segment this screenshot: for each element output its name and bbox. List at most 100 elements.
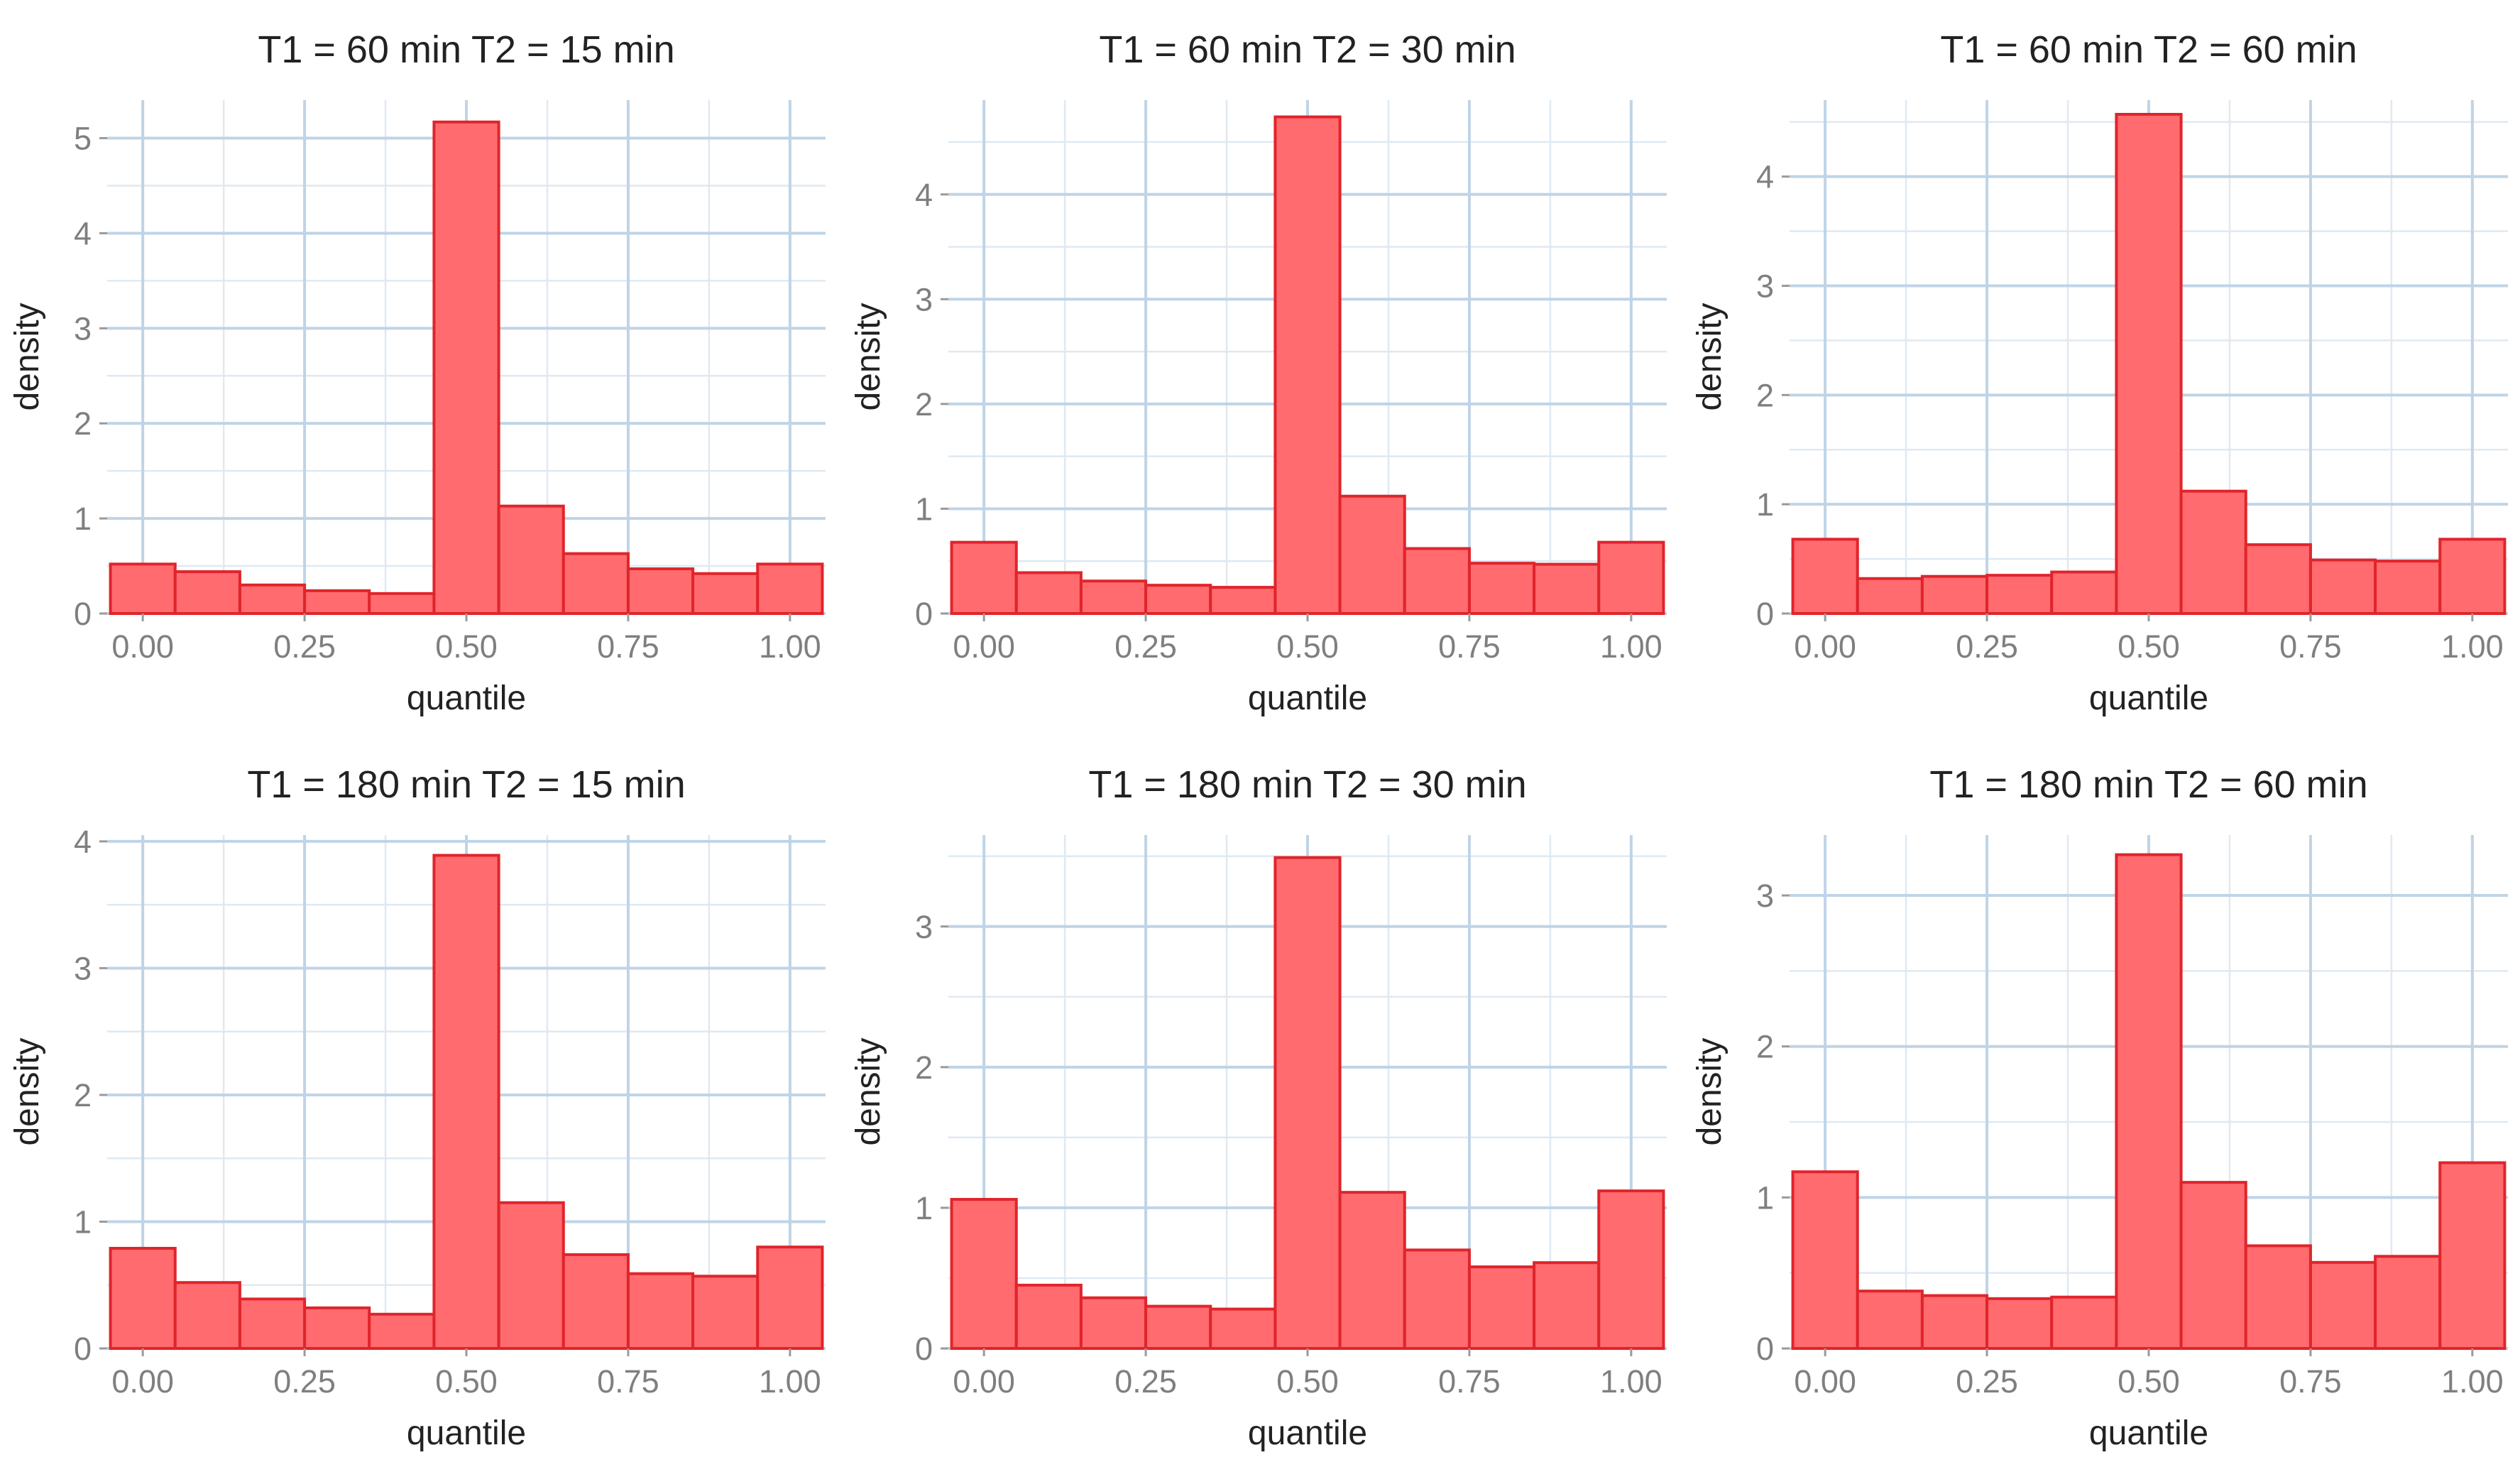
y-tick-label: 3 [915,909,933,945]
x-tick-label: 0.75 [2279,628,2342,665]
x-axis-title: quantile [2089,680,2208,717]
y-tick-label: 0 [1756,596,1774,632]
x-tick-label: 0.75 [597,1363,659,1400]
histogram-bar [2179,1181,2247,1351]
x-tick-label: 0.75 [1438,628,1501,665]
y-tick-label: 0 [1756,1331,1774,1367]
y-tick-label: 0 [74,596,92,632]
histogram-bar [368,591,436,616]
histogram-bar [2374,1255,2442,1350]
histogram-bar [2308,1260,2377,1350]
y-tick-label: 2 [915,1050,933,1086]
histogram-bar [2244,1244,2312,1351]
y-tick-label: 2 [915,386,933,422]
panel-title: T1 = 180 min T2 = 60 min [1929,763,2367,806]
x-tick-label: 1.00 [1600,1363,1662,1400]
histogram-bar [497,504,565,616]
histogram-bar [2244,543,2312,615]
y-axis-title: density [9,1037,46,1145]
x-tick-label: 1.00 [1600,628,1662,665]
y-tick-label: 1 [915,1190,933,1226]
x-tick-label: 0.25 [1114,628,1177,665]
x-tick-label: 0.75 [597,628,659,665]
histogram-bar [1273,115,1342,616]
y-tick-label: 4 [1756,159,1774,195]
x-tick-label: 0.25 [1956,628,2018,665]
x-tick-label: 0.50 [2118,1363,2180,1400]
y-tick-label: 4 [74,824,92,860]
y-axis-title: density [9,302,46,410]
histogram-bar [2115,853,2183,1351]
histogram-bar [2438,1161,2507,1350]
histogram-bar [1597,1189,1665,1350]
x-tick-label: 1.00 [2441,628,2504,665]
histogram-bar [1856,1290,1924,1350]
x-tick-label: 0.25 [1114,1363,1177,1400]
histogram-bar [1338,1191,1406,1351]
histogram-bar [1144,584,1212,616]
histogram-bar [626,567,695,615]
histogram-panel: 0.00 0.25 0.50 0.75 1.00 0 1 2 3 4 T1 = 60 min T2 … [850,28,1667,717]
y-tick-label: 3 [74,310,92,347]
x-tick-label: 0.25 [273,1363,336,1400]
x-tick-label: 1.00 [759,628,821,665]
histogram-bar [1791,538,1859,616]
histogram-panel: 0.00 0.25 0.50 0.75 1.00 0 1 2 3 4 5 T1 = 60 min T2… [9,28,826,717]
y-tick-label: 3 [1756,878,1774,914]
y-tick-label: 5 [74,121,92,157]
x-tick-label: 1.00 [2441,1363,2504,1400]
y-tick-label: 1 [915,491,933,527]
y-axis-title: density [1691,1037,1729,1145]
y-axis-title: density [850,302,887,410]
histogram-bar [1209,1307,1277,1350]
y-tick-label: 0 [915,596,933,632]
y-tick-label: 1 [74,501,92,537]
histogram-bar [1856,577,1924,616]
histogram-bar [561,552,630,616]
x-tick-label: 0.25 [273,628,336,665]
x-tick-label: 0.50 [2118,628,2180,665]
x-axis-title: quantile [407,680,526,717]
x-tick-label: 0.25 [1956,1363,2018,1400]
y-tick-label: 3 [74,950,92,986]
y-tick-label: 2 [1756,1029,1774,1065]
histogram-bar [1533,1261,1601,1351]
x-axis-title: quantile [2089,1414,2208,1452]
histogram-bar [1597,540,1665,615]
histogram-bar [1791,1170,1859,1350]
histogram-bar [1338,494,1406,615]
histogram-bar [756,562,824,616]
y-tick-label: 1 [1756,486,1774,523]
histogram-bar [109,1246,177,1350]
y-tick-label: 4 [74,215,92,251]
y-tick-label: 4 [915,177,933,213]
x-tick-label: 0.50 [1276,628,1339,665]
histogram-bar [2115,112,2183,616]
histogram-bar [1920,1294,1989,1350]
histogram-bar [1985,1297,2054,1350]
histogram-bar [1079,579,1148,615]
histogram-bar [1079,1296,1148,1351]
panel-title: T1 = 60 min T2 = 30 min [1099,28,1516,71]
histogram-bar [2179,489,2247,615]
histogram-bar [497,1201,565,1351]
histogram-bar [950,1198,1018,1350]
x-tick-label: 1.00 [759,1363,821,1400]
y-tick-label: 2 [74,405,92,442]
x-axis-title: quantile [1248,1414,1367,1452]
x-tick-label: 0.75 [1438,1363,1501,1400]
histogram-bar [2438,538,2507,616]
histogram-bar [691,572,760,615]
x-tick-label: 0.00 [111,1363,174,1400]
x-tick-label: 0.00 [1794,628,1856,665]
histogram-panel: 0.00 0.25 0.50 0.75 1.00 0 1 2 3 4 T1 = 180 min T2… [9,763,826,1452]
histogram-bar [303,589,371,615]
y-tick-label: 0 [74,1331,92,1367]
x-tick-label: 0.00 [953,628,1015,665]
histogram-bar [1920,574,1989,616]
histogram-bar [238,583,307,615]
histogram-bar [2050,570,2118,615]
histogram-bar [173,570,241,615]
y-tick-label: 2 [1756,377,1774,413]
